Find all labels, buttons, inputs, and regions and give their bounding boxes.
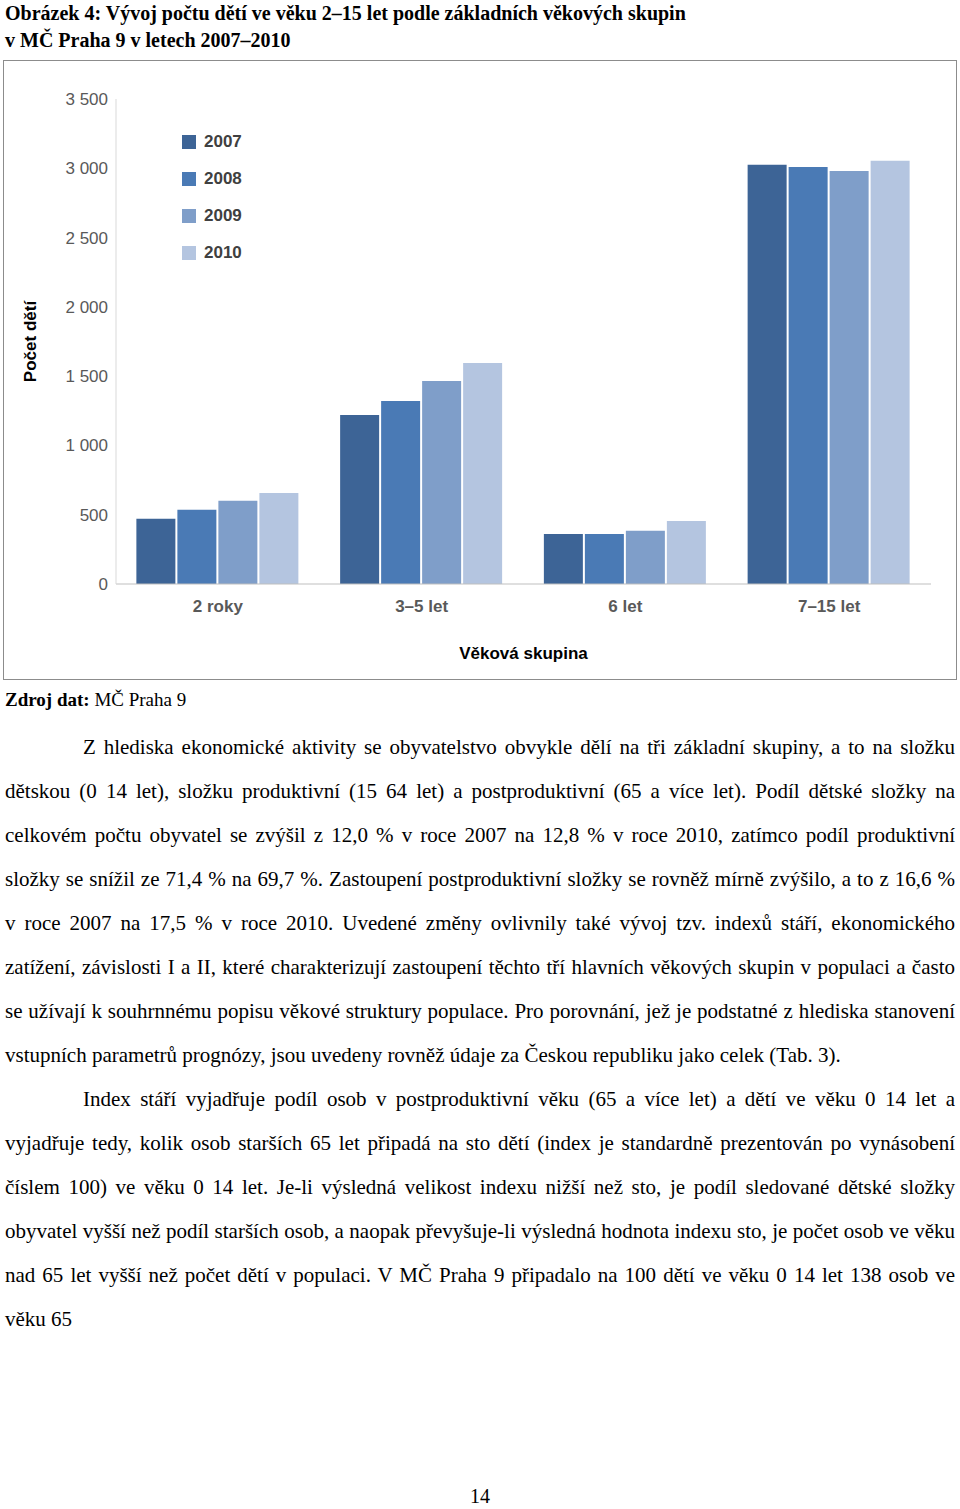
svg-text:1 000: 1 000 [65,436,108,455]
svg-text:3 500: 3 500 [65,90,108,109]
svg-text:0: 0 [99,575,108,594]
html-text:Z hlediska ekonomické aktivity: Z hlediska ekonomické aktivity se obyvat… [5,735,955,1067]
html-text:v MČ Praha 9 v letech 2007–201: v MČ Praha 9 v letech 2007–2010 [5,29,291,51]
html-text:Index stáří vyjadřuje podíl os: Index stáří vyjadřuje podíl osob v postp… [5,1087,955,1331]
html-text:2007: 2007 [204,131,242,151]
svg-text:1 500: 1 500 [65,367,108,386]
html-text:14: 14 [470,1485,490,1507]
html-text:Obrázek 4: Vývoj počtu dětí ve: Obrázek 4: Vývoj počtu dětí ve věku 2–15… [5,2,686,24]
svg-text:3–5 let: 3–5 let [395,597,448,616]
svg-text:Počet dětí: Počet dětí [21,300,40,383]
svg-text:2 roky: 2 roky [193,597,244,616]
svg-text:2 500: 2 500 [65,229,108,248]
svg-text:6 let: 6 let [608,597,642,616]
svg-text:7–15 let: 7–15 let [798,597,861,616]
svg-text:500: 500 [80,506,108,525]
html-text:2010: 2010 [204,242,242,262]
svg-text:2 000: 2 000 [65,298,108,317]
svg-text:Věková skupina: Věková skupina [459,644,588,663]
html-text:Zdroj dat: MČ Praha 9: Zdroj dat: MČ Praha 9 [5,689,187,710]
html-text:2009: 2009 [204,205,242,225]
html-text:2008: 2008 [204,168,242,188]
svg-text:3 000: 3 000 [65,159,108,178]
